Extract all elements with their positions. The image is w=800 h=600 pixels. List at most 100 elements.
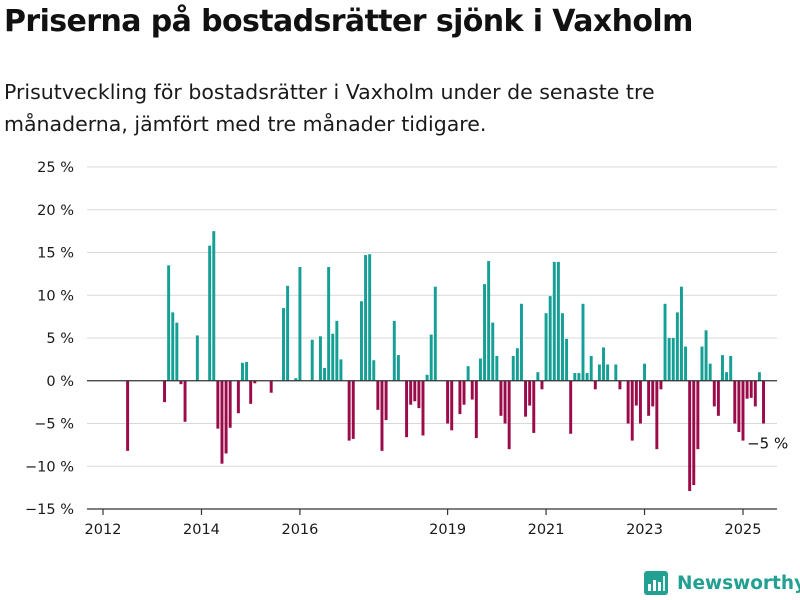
bar (721, 355, 724, 381)
brand-name: Newsworthy (677, 572, 800, 594)
bar (589, 355, 593, 381)
bar (762, 380, 765, 424)
latest-value-annotation: −5 % (747, 435, 788, 453)
bar (593, 380, 597, 390)
bar (450, 380, 454, 431)
bar (659, 380, 663, 390)
bar (626, 380, 630, 424)
bar (638, 380, 642, 424)
bar (663, 303, 667, 381)
bar (634, 380, 638, 406)
bar (462, 380, 466, 405)
bar (487, 261, 491, 381)
bar (294, 378, 298, 381)
bar (282, 308, 285, 381)
chart-subtitle: Prisutveckling för bostadsrätter i Vaxho… (4, 80, 655, 136)
bar (245, 361, 249, 381)
bar (446, 380, 450, 424)
x-axis: 2012 2014 2016 2019 2021 2023 2025 (85, 380, 777, 538)
bar (195, 335, 199, 381)
y-tick-label: 5 % (46, 331, 74, 347)
bar (208, 245, 212, 381)
bar (474, 380, 478, 439)
y-tick-label: 0 % (46, 374, 74, 390)
bar (380, 380, 384, 451)
bar (511, 355, 515, 381)
chart-title: Priserna på bostadsrätter sjönk i Vaxhol… (4, 4, 693, 39)
bar (733, 380, 737, 424)
bar (540, 380, 544, 390)
bar (712, 380, 716, 407)
bar (298, 267, 302, 381)
bar (499, 380, 503, 416)
bar (688, 380, 692, 492)
bar (536, 372, 540, 381)
bar (216, 380, 220, 429)
bar (466, 366, 470, 381)
bar (737, 380, 741, 433)
bar (630, 380, 634, 441)
bar (565, 338, 569, 381)
bar (667, 338, 671, 381)
bar (708, 363, 712, 381)
bar (241, 362, 244, 381)
bars (126, 231, 765, 492)
bar (384, 380, 388, 421)
bar (359, 301, 363, 381)
bar (643, 363, 647, 381)
y-axis-tick-labels: −15 % −10 % −5 % 0 % 5 % 10 % 15 % 20 % 25 % (25, 160, 74, 518)
y-tick-label: 15 % (37, 246, 74, 262)
bar (700, 346, 704, 381)
bar (409, 380, 413, 405)
bar (519, 303, 523, 381)
bar (167, 265, 171, 381)
bar (425, 374, 429, 381)
bar (618, 380, 622, 390)
bar (179, 380, 183, 385)
bar (749, 380, 753, 398)
bar (171, 312, 175, 381)
y-tick-label: −10 % (25, 459, 74, 475)
bar (421, 380, 425, 436)
newsworthy-logo-icon (644, 571, 668, 595)
bar (347, 380, 351, 441)
brand-logo: Newsworthy (644, 568, 800, 598)
bar (323, 367, 327, 381)
bar (602, 347, 605, 381)
bar (392, 320, 396, 381)
bar (515, 348, 519, 381)
x-tick-label: 2014 (183, 522, 220, 538)
bar (228, 380, 232, 428)
bar (253, 380, 257, 384)
bar (491, 322, 495, 381)
bar (286, 285, 290, 381)
bar (684, 346, 688, 381)
bar (671, 338, 675, 381)
bar (573, 373, 577, 381)
bar (368, 254, 372, 381)
bar (249, 380, 253, 404)
bar (729, 355, 733, 381)
bar (675, 312, 679, 381)
bar (655, 380, 659, 450)
bar (396, 355, 400, 381)
y-tick-label: −5 % (34, 417, 74, 433)
bar (757, 372, 761, 381)
bar (597, 364, 601, 381)
annotation: −5 % (747, 435, 788, 453)
bar (507, 380, 511, 450)
bar (376, 380, 380, 410)
bar (458, 380, 462, 415)
y-tick-label: 20 % (37, 203, 74, 219)
bar (405, 380, 409, 438)
bar (548, 296, 552, 381)
bar (585, 373, 589, 381)
bar (532, 380, 536, 433)
bar (725, 372, 729, 381)
bar (224, 380, 228, 454)
bar (606, 364, 610, 381)
bar (577, 373, 581, 381)
y-tick-label: 10 % (37, 288, 74, 304)
x-tick-label: 2012 (85, 522, 122, 538)
bar (417, 380, 421, 409)
